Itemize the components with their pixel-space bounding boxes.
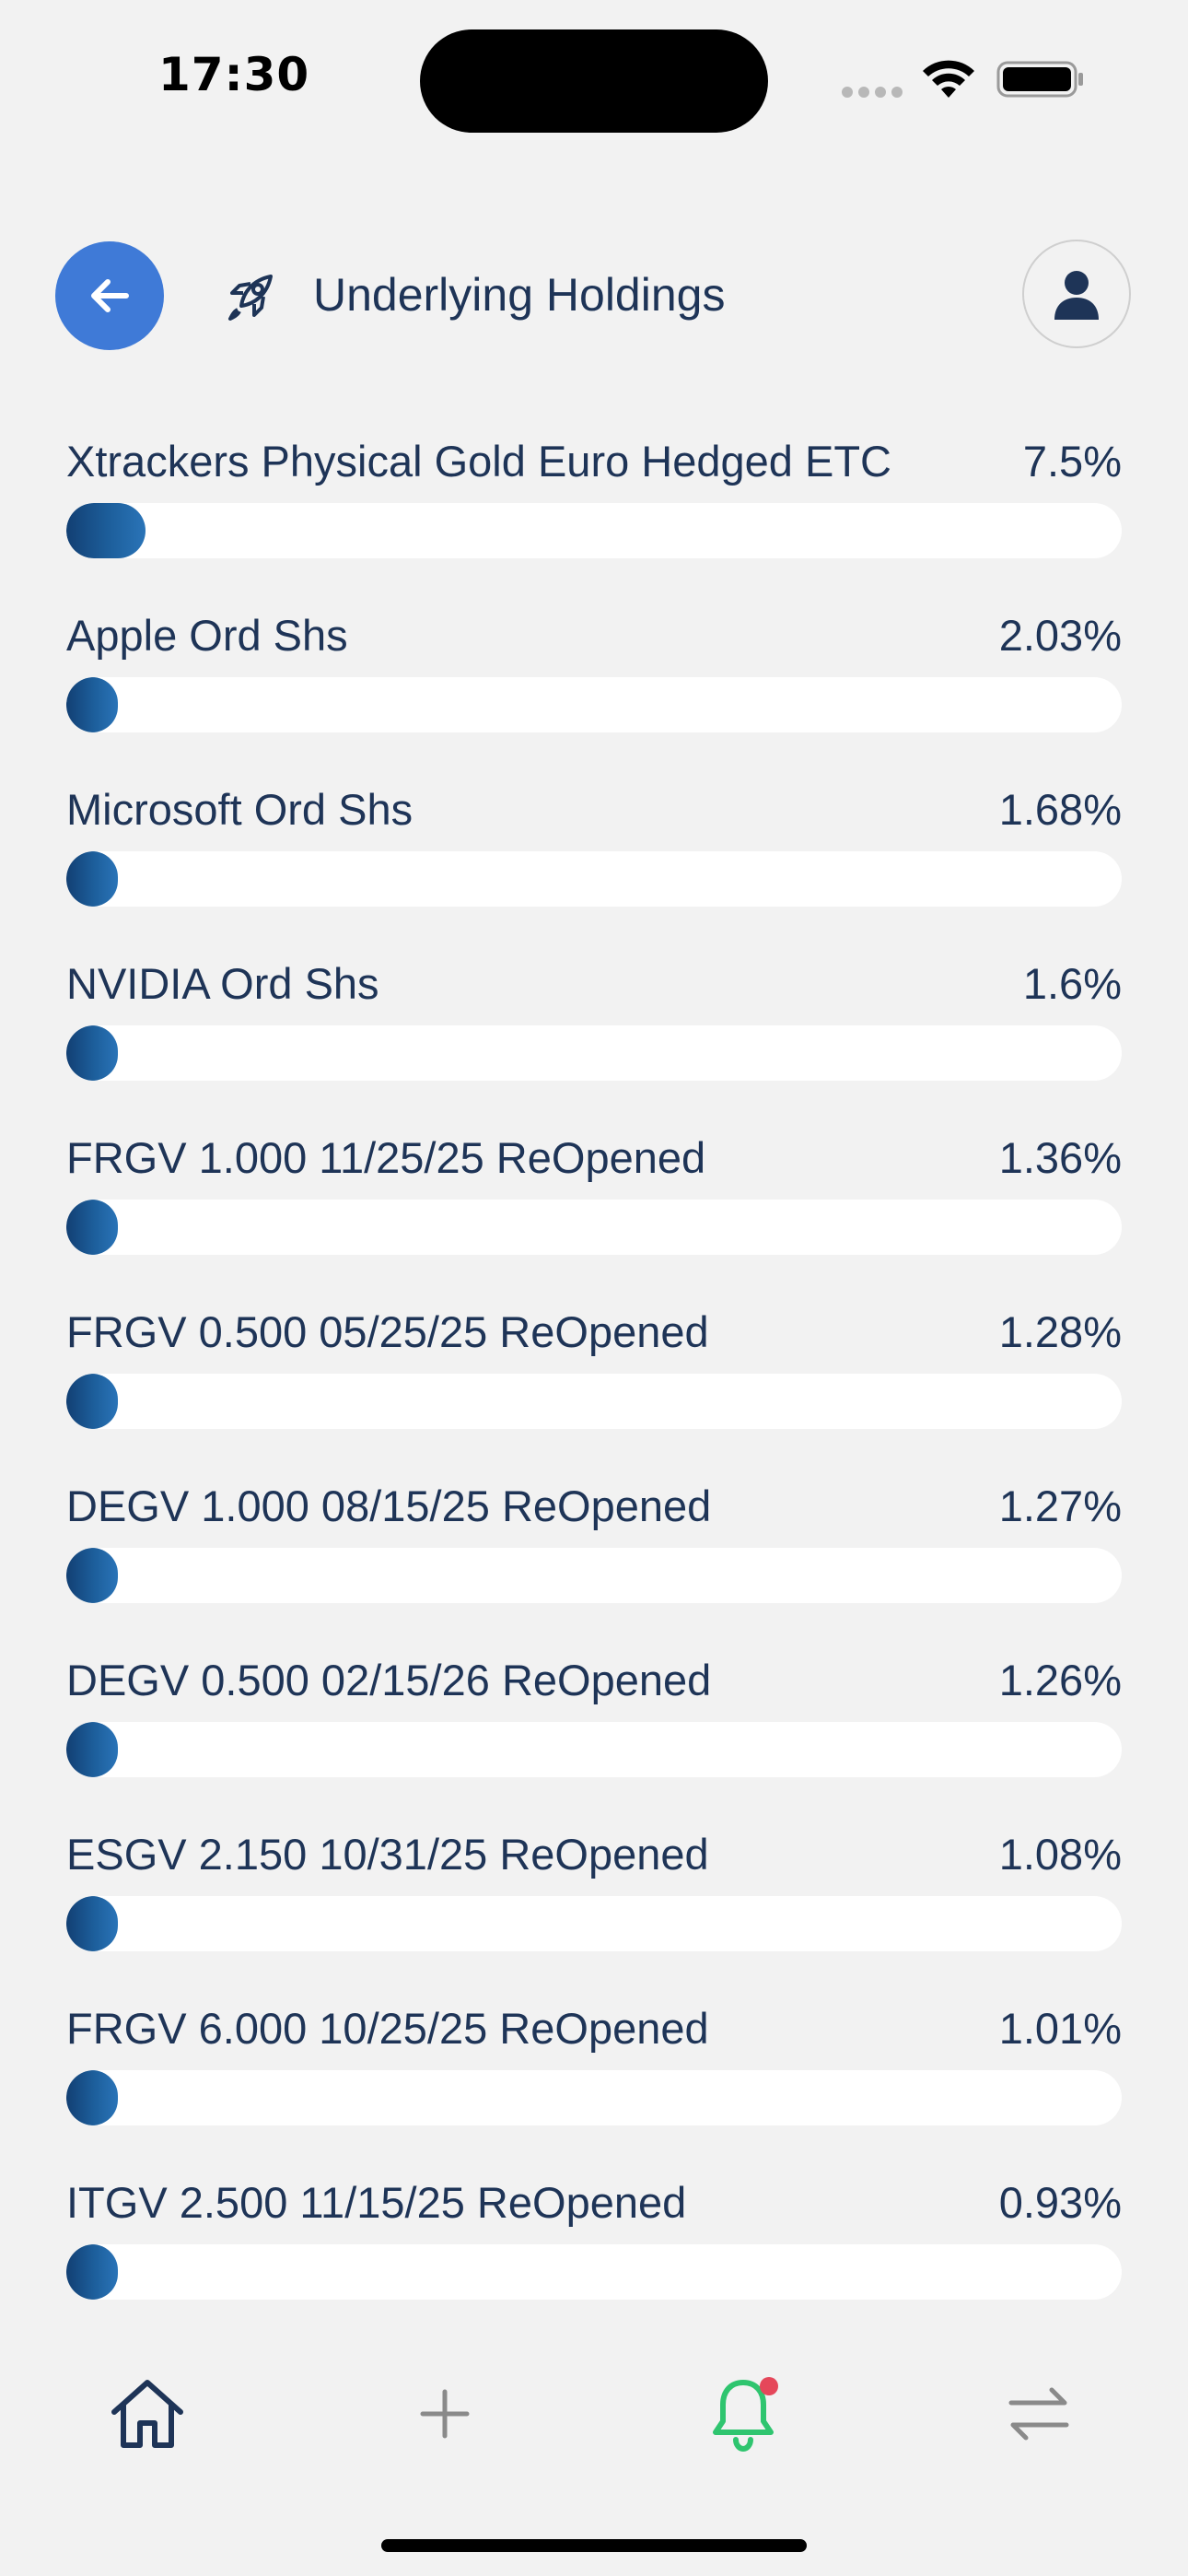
holding-weight-bar-fill <box>66 1896 118 1951</box>
page-title: Underlying Holdings <box>313 269 726 321</box>
holding-weight: 0.93% <box>998 2178 1122 2227</box>
bell-icon <box>713 2380 774 2453</box>
holding-weight-bar <box>66 503 1122 558</box>
holding-weight-bar <box>66 1374 1122 1429</box>
holding-weight: 1.26% <box>998 1656 1122 1704</box>
holding-weight: 1.28% <box>998 1307 1122 1356</box>
profile-button[interactable] <box>1022 240 1131 348</box>
holding-weight: 1.36% <box>998 1133 1122 1182</box>
holding-item[interactable]: Microsoft Ord Shs 1.68% <box>66 778 1122 952</box>
status-bar: 17:30 <box>0 0 1188 147</box>
holdings-list: Xtrackers Physical Gold Euro Hedged ETC 7… <box>66 429 1122 2345</box>
holding-weight: 7.5% <box>1022 437 1122 486</box>
holding-item[interactable]: DEGV 0.500 02/15/26 ReOpened 1.26% <box>66 1648 1122 1822</box>
holding-item[interactable]: DEGV 1.000 08/15/25 ReOpened 1.27% <box>66 1474 1122 1648</box>
holding-name: Apple Ord Shs <box>66 611 348 660</box>
holding-weight-bar-fill <box>66 2070 118 2125</box>
home-indicator <box>381 2539 807 2552</box>
holding-weight-bar-fill <box>66 1722 118 1777</box>
holding-weight-bar-fill <box>66 1374 118 1429</box>
dynamic-island <box>420 29 768 133</box>
holding-weight-bar-fill <box>66 1025 118 1081</box>
holding-weight-bar <box>66 677 1122 732</box>
holding-weight-bar-fill <box>66 1200 118 1255</box>
tab-home[interactable] <box>101 2368 193 2460</box>
transfer-icon <box>1008 2387 1069 2441</box>
holding-weight-bar <box>66 2244 1122 2300</box>
holding-item[interactable]: NVIDIA Ord Shs 1.6% <box>66 952 1122 1126</box>
back-button[interactable] <box>55 241 164 350</box>
holding-item[interactable]: Apple Ord Shs 2.03% <box>66 603 1122 778</box>
holding-weight: 1.6% <box>1022 959 1122 1008</box>
battery-icon <box>996 61 1083 98</box>
holding-item[interactable]: FRGV 6.000 10/25/25 ReOpened 1.01% <box>66 1996 1122 2171</box>
holding-name: Microsoft Ord Shs <box>66 785 413 834</box>
holding-item[interactable]: ITGV 2.500 11/15/25 ReOpened 0.93% <box>66 2171 1122 2345</box>
holding-item[interactable]: FRGV 0.500 05/25/25 ReOpened 1.28% <box>66 1300 1122 1474</box>
holding-weight-bar <box>66 1200 1122 1255</box>
holding-name: FRGV 6.000 10/25/25 ReOpened <box>66 2004 709 2053</box>
holding-weight-bar-fill <box>66 851 118 907</box>
holding-name: FRGV 0.500 05/25/25 ReOpened <box>66 1307 709 1356</box>
holding-weight-bar-fill <box>66 503 146 558</box>
holding-name: ESGV 2.150 10/31/25 ReOpened <box>66 1830 709 1879</box>
holding-weight-bar <box>66 1548 1122 1603</box>
holding-name: ITGV 2.500 11/15/25 ReOpened <box>66 2178 687 2227</box>
holding-name: Xtrackers Physical Gold Euro Hedged ETC <box>66 437 891 486</box>
tab-notifications[interactable] <box>697 2368 789 2460</box>
holding-weight-bar-fill <box>66 1548 118 1603</box>
tab-bar <box>0 2340 1188 2488</box>
tab-add[interactable] <box>399 2368 491 2460</box>
holding-name: DEGV 1.000 08/15/25 ReOpened <box>66 1481 712 1530</box>
notification-badge-dot <box>760 2377 778 2395</box>
holding-weight-bar-fill <box>66 2244 118 2300</box>
holding-name: NVIDIA Ord Shs <box>66 959 379 1008</box>
holding-weight: 1.27% <box>998 1481 1122 1530</box>
holding-item[interactable]: FRGV 1.000 11/25/25 ReOpened 1.36% <box>66 1126 1122 1300</box>
arrow-left-icon <box>91 279 129 312</box>
plus-icon <box>420 2389 470 2439</box>
holding-weight-bar <box>66 2070 1122 2125</box>
holding-weight: 2.03% <box>998 611 1122 660</box>
holding-name: DEGV 0.500 02/15/26 ReOpened <box>66 1656 712 1704</box>
holding-weight-bar <box>66 1025 1122 1081</box>
holding-weight-bar <box>66 1896 1122 1951</box>
wifi-icon <box>923 60 974 98</box>
holding-weight: 1.08% <box>998 1830 1122 1879</box>
holding-weight: 1.68% <box>998 785 1122 834</box>
status-time: 17:30 <box>158 48 310 101</box>
cellular-signal-icon <box>842 87 904 98</box>
tab-transfer[interactable] <box>993 2368 1085 2460</box>
home-icon <box>111 2380 183 2448</box>
holding-weight: 1.01% <box>998 2004 1122 2053</box>
holding-weight-bar <box>66 1722 1122 1777</box>
holding-weight-bar-fill <box>66 677 118 732</box>
user-icon <box>1054 271 1099 320</box>
holding-item[interactable]: ESGV 2.150 10/31/25 ReOpened 1.08% <box>66 1822 1122 1996</box>
holding-name: FRGV 1.000 11/25/25 ReOpened <box>66 1133 706 1182</box>
holding-weight-bar <box>66 851 1122 907</box>
rocket-icon <box>228 275 273 321</box>
holding-item[interactable]: Xtrackers Physical Gold Euro Hedged ETC 7… <box>66 429 1122 603</box>
